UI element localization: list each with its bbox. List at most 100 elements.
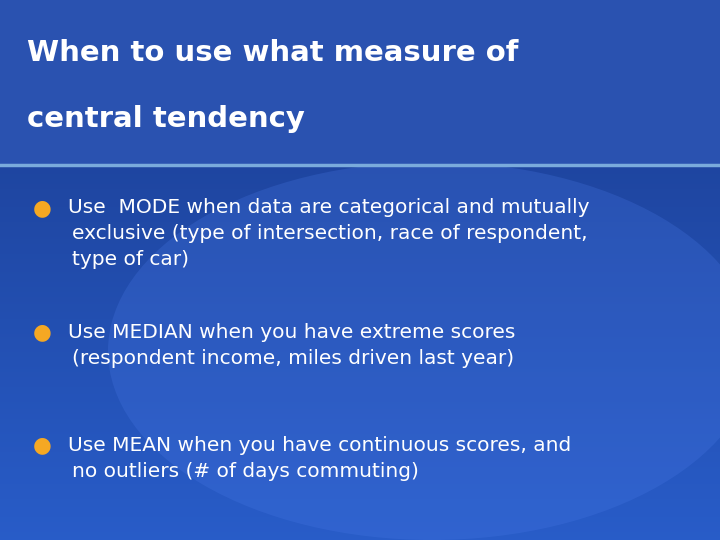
Bar (0, 227, 720, 230)
Text: Use MEAN when you have continuous scores, and: Use MEAN when you have continuous scores… (68, 436, 572, 455)
Bar (0, 245, 720, 247)
Bar (0, 300, 720, 302)
Bar (0, 402, 720, 405)
Bar (0, 217, 720, 220)
Bar (0, 280, 720, 282)
Bar (0, 390, 720, 393)
Bar (0, 500, 720, 502)
Bar (0, 505, 720, 508)
Bar (0, 298, 720, 300)
Text: When to use what measure of: When to use what measure of (27, 39, 518, 67)
Bar (0, 497, 720, 500)
Bar (0, 530, 720, 532)
Bar (0, 165, 720, 167)
Bar (0, 307, 720, 310)
Bar (0, 502, 720, 505)
Bar (0, 528, 720, 530)
Bar (0, 180, 720, 182)
Bar (0, 488, 720, 490)
Bar (0, 350, 720, 352)
Bar (0, 417, 720, 420)
Bar (0, 410, 720, 413)
Bar (0, 252, 720, 255)
Bar (0, 200, 720, 202)
Bar (0, 270, 720, 272)
Bar (0, 395, 720, 397)
Bar (0, 215, 720, 217)
Text: ●: ● (32, 435, 51, 456)
Bar (0, 453, 720, 455)
Bar (0, 428, 720, 430)
Bar (0, 207, 720, 210)
Bar (0, 397, 720, 400)
Bar (0, 332, 720, 335)
Bar (0, 345, 720, 347)
Bar (0, 225, 720, 227)
Bar (0, 415, 720, 417)
Bar (0, 375, 720, 377)
Bar (0, 532, 720, 535)
Bar (0, 508, 720, 510)
Bar (0, 450, 720, 453)
Bar (0, 523, 720, 525)
Bar (0, 512, 720, 515)
Bar (0, 0, 720, 165)
Bar (0, 232, 720, 235)
Bar (0, 195, 720, 197)
Bar (0, 477, 720, 480)
Bar (0, 287, 720, 290)
Bar (0, 327, 720, 330)
Bar (0, 205, 720, 207)
Bar (0, 407, 720, 410)
Bar (0, 367, 720, 370)
Bar (0, 413, 720, 415)
Bar (0, 340, 720, 342)
Bar (0, 365, 720, 367)
Text: no outliers (# of days commuting): no outliers (# of days commuting) (72, 462, 419, 481)
Bar (0, 322, 720, 325)
Bar (0, 445, 720, 448)
Bar (0, 282, 720, 285)
Bar (0, 482, 720, 485)
Bar (0, 220, 720, 222)
Bar (0, 277, 720, 280)
Bar (0, 210, 720, 212)
Bar (0, 265, 720, 267)
Bar (0, 257, 720, 260)
Bar (0, 433, 720, 435)
Bar (0, 275, 720, 278)
Bar (0, 255, 720, 257)
Bar (0, 490, 720, 492)
Bar (0, 290, 720, 292)
Bar (0, 400, 720, 402)
Bar (0, 197, 720, 200)
Bar (0, 192, 720, 195)
Bar (0, 250, 720, 252)
Bar (0, 470, 720, 472)
Bar (0, 312, 720, 315)
Bar (0, 182, 720, 185)
Bar (0, 330, 720, 332)
Bar (0, 170, 720, 172)
Bar (0, 442, 720, 445)
Bar (0, 320, 720, 322)
Bar (0, 240, 720, 242)
Bar (0, 377, 720, 380)
Bar (0, 455, 720, 457)
Bar (0, 185, 720, 187)
Text: ●: ● (32, 322, 51, 342)
Bar (0, 242, 720, 245)
Bar (0, 260, 720, 262)
Bar (0, 525, 720, 528)
Bar (0, 295, 720, 298)
Bar (0, 385, 720, 387)
Bar (0, 315, 720, 318)
Bar (0, 475, 720, 477)
Bar (0, 468, 720, 470)
Bar (0, 262, 720, 265)
Bar (0, 267, 720, 270)
Bar (0, 222, 720, 225)
Bar (0, 422, 720, 425)
Ellipse shape (108, 162, 720, 540)
Bar (0, 462, 720, 465)
